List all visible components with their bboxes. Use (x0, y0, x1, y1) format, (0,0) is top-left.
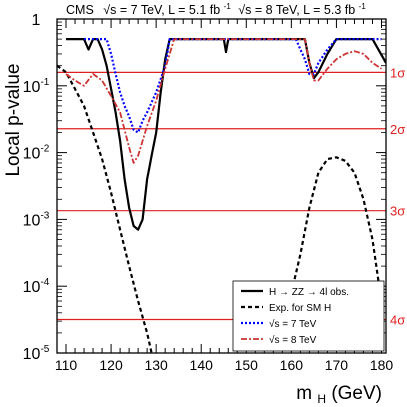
x-tick-label: 150 (235, 357, 259, 373)
significance-label-4: 4σ (390, 313, 405, 328)
x-tick-label: 120 (99, 357, 123, 373)
y-tick-label: 10-2 (23, 144, 50, 163)
legend-label-2: Exp. for SM H (269, 303, 331, 314)
series-layer (57, 38, 386, 353)
x-axis-title-sub: H (317, 392, 326, 406)
series-line-4 (65, 38, 382, 164)
y-tick-exponent: -1 (40, 77, 49, 88)
x-axis-title-main: m (296, 383, 312, 404)
legend-label-3: √s = 7 TeV (269, 318, 317, 330)
legend: H → ZZ → 4l obs. Exp. for SM H √s = 7 TeV √… (232, 280, 385, 352)
header-run8: √s = 8 TeV, L = 5.3 fb (238, 3, 355, 17)
x-tick-label: 170 (325, 357, 349, 373)
x-axis-title: m H (GeV) (296, 383, 382, 407)
significance-label-3: 3σ (390, 204, 405, 219)
y-tick-exponent: -2 (40, 144, 49, 155)
y-tick-base: 10 (23, 79, 41, 96)
legend-label-1: H → ZZ → 4l obs. (269, 287, 349, 298)
legend-label-4: √s = 8 TeV (269, 334, 317, 346)
y-tick-label: 10-1 (23, 77, 50, 96)
header-run8-sup: -1 (359, 2, 367, 11)
y-tick-exponent: -5 (40, 344, 49, 355)
header-experiment: CMS (66, 3, 94, 17)
x-tick-label: 160 (280, 357, 304, 373)
axes (56, 18, 387, 354)
header-run7-sup: -1 (224, 2, 232, 11)
y-tick-base: 10 (23, 346, 41, 363)
x-tick-label: 140 (190, 357, 214, 373)
tick-labels: 110 120 130 140 150 160 170 180110-110-210-310-… (23, 12, 394, 373)
header-run7: √s = 7 TeV, L = 5.1 fb (103, 3, 220, 17)
chart-header: CMS √s = 7 TeV, L = 5.1 fb -1 √s = 8 TeV… (66, 0, 366, 17)
y-tick-label: 1 (32, 12, 41, 29)
y-axis-title: Local p-value (3, 63, 24, 176)
x-tick-label: 110 (55, 357, 78, 373)
x-tick-label: 130 (144, 357, 168, 373)
series-line-2-seg-1 (57, 64, 153, 353)
y-tick-base: 10 (23, 279, 41, 296)
series-line-3 (84, 38, 382, 134)
significance-label-1: 1σ (390, 65, 405, 80)
y-tick-exponent: -3 (40, 210, 49, 221)
y-tick-base: 10 (23, 212, 41, 229)
y-tick-label: 10-3 (23, 210, 50, 229)
y-tick-label: 10-5 (23, 344, 50, 363)
x-tick-label: 180 (370, 357, 394, 373)
x-axis-title-unit: (GeV) (331, 383, 382, 404)
y-tick-label: 10-4 (23, 277, 50, 296)
y-tick-base: 1 (32, 12, 41, 29)
significance-label-2: 2σ (390, 122, 405, 137)
y-tick-base: 10 (23, 146, 41, 163)
series-line-2-seg-2 (290, 156, 381, 293)
y-tick-exponent: -4 (40, 277, 49, 288)
plot-frame (56, 18, 387, 354)
